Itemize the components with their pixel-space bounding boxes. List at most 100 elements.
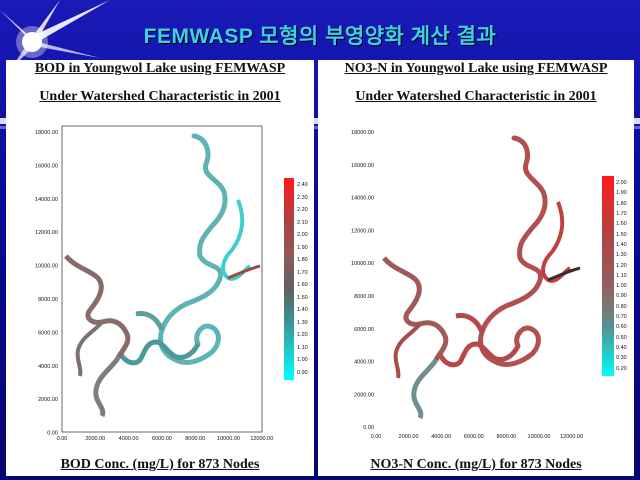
no3-legend-label: 1.60 bbox=[616, 221, 627, 228]
bod-legend-label: 1.20 bbox=[297, 332, 308, 338]
no3-river-west-arm bbox=[382, 256, 449, 362]
no3-river-east-inflow bbox=[547, 266, 581, 282]
no3-x-tick-label: 10000.00 bbox=[528, 434, 551, 440]
bod-panel-caption: BOD Conc. (mg/L) for 873 Nodes bbox=[60, 457, 260, 472]
no3-river-main bbox=[478, 135, 548, 367]
bod-panel: BOD in Youngwol Lake using FEMWASP Under… bbox=[6, 60, 314, 476]
no3-legend-label: 0.90 bbox=[616, 293, 627, 300]
bod-legend-label: 1.10 bbox=[297, 344, 308, 351]
no3-legend-labels: 2.00 1.90 1.80 1.70 1.60 1.50 1.40 1.30 1.20 1.10… bbox=[616, 180, 634, 380]
bod-legend-label: 0.90 bbox=[297, 369, 308, 376]
no3-x-tick-label: 2000.00 bbox=[399, 434, 419, 440]
bod-y-tick-label: 16000.00 bbox=[35, 163, 58, 169]
bod-x-tick-label: 10000.00 bbox=[217, 436, 240, 442]
no3-panel: NO3-N in Youngwol Lake using FEMWASP Und… bbox=[318, 60, 634, 476]
no3-legend-label: 1.00 bbox=[616, 283, 627, 290]
no3-y-tick-label: 4000.00 bbox=[354, 360, 374, 366]
no3-legend-label: 1.30 bbox=[616, 252, 627, 259]
no3-legend-label: 0.80 bbox=[616, 303, 627, 310]
no3-legend-label: 0.70 bbox=[616, 314, 627, 321]
bod-x-tick-label: 12000.00 bbox=[250, 436, 273, 442]
no3-river-mid bbox=[437, 341, 521, 368]
no3-legend-label: 0.60 bbox=[616, 324, 627, 331]
bod-x-tick-labels: 0.00 2000.00 4000.00 6000.00 8000.00 10000.00… bbox=[57, 436, 274, 442]
no3-y-tick-label: 2000.00 bbox=[354, 392, 374, 398]
bod-y-tick-label: 18000.00 bbox=[35, 130, 58, 136]
no3-y-tick-label: 18000.00 bbox=[351, 130, 374, 136]
no3-y-tick-labels: 18000.00 16000.00 14000.00 12000.00 10000.00… bbox=[351, 130, 374, 431]
no3-x-tick-labels: 0.00 2000.00 4000.00 6000.00 8000.00 10000.00… bbox=[371, 434, 583, 440]
bod-river-lower bbox=[93, 356, 121, 418]
no3-legend-label: 0.50 bbox=[616, 334, 627, 341]
starburst-decoration bbox=[0, 0, 110, 70]
bod-legend-label: 2.30 bbox=[297, 194, 308, 201]
bod-legend-label: 2.20 bbox=[297, 207, 308, 213]
bod-y-tick-label: 6000.00 bbox=[38, 330, 58, 336]
no3-y-tick-label: 16000.00 bbox=[351, 163, 374, 169]
no3-y-tick-label: 14000.00 bbox=[351, 196, 374, 202]
bod-y-tick-label: 10000.00 bbox=[35, 264, 58, 270]
no3-river-left-branch bbox=[393, 322, 422, 379]
no3-legend-label: 2.00 bbox=[616, 180, 627, 186]
bod-x-tick-label: 2000.00 bbox=[85, 436, 105, 442]
no3-legend-label: 0.40 bbox=[616, 345, 627, 352]
bod-legend-label: 1.90 bbox=[297, 244, 308, 251]
slide-title: FEMWASP 모형의 부영양화 계산 결과 bbox=[143, 25, 497, 48]
bod-river-main bbox=[158, 133, 228, 365]
bod-river-left-branch bbox=[75, 320, 104, 377]
no3-legend-label: 1.10 bbox=[616, 272, 627, 279]
no3-x-tick-label: 8000.00 bbox=[496, 434, 516, 440]
bod-legend-label: 2.00 bbox=[297, 232, 308, 238]
bod-legend-label: 2.40 bbox=[297, 182, 308, 188]
bod-y-tick-label: 14000.00 bbox=[35, 197, 58, 203]
no3-panel-subtitle: Under Watershed Characteristic in 2001 bbox=[355, 89, 597, 104]
no3-x-tick-label: 12000.00 bbox=[560, 434, 583, 440]
bod-legend-label: 1.80 bbox=[297, 257, 308, 263]
bod-map-plot: 18000.00 16000.00 14000.00 12000.00 10000.00… bbox=[35, 125, 274, 442]
no3-x-tick-label: 0.00 bbox=[371, 434, 382, 440]
no3-x-tick-label: 4000.00 bbox=[431, 434, 451, 440]
no3-legend-label: 1.40 bbox=[616, 241, 627, 248]
no3-legend bbox=[602, 176, 614, 376]
bod-legend-labels: 2.40 2.30 2.20 2.10 2.00 1.90 1.80 1.70 1.60 1.50… bbox=[297, 182, 317, 382]
no3-legend-label: 1.80 bbox=[616, 200, 627, 207]
no3-panel-title: NO3-N in Youngwol Lake using FEMWASP bbox=[344, 61, 608, 76]
bod-legend-label: 1.50 bbox=[297, 294, 308, 301]
bod-plot-frame bbox=[61, 125, 263, 433]
no3-y-tick-label: 12000.00 bbox=[351, 228, 374, 234]
bod-y-tick-label: 12000.00 bbox=[35, 230, 58, 236]
no3-river-lower bbox=[411, 358, 439, 420]
bod-x-tick-label: 6000.00 bbox=[152, 436, 172, 442]
bod-y-tick-label: 8000.00 bbox=[38, 297, 58, 303]
bod-legend-label: 1.30 bbox=[297, 319, 308, 326]
no3-y-tick-label: 0.00 bbox=[363, 425, 374, 431]
bod-y-tick-label: 2000.00 bbox=[38, 397, 58, 403]
bod-river-mid bbox=[117, 339, 201, 366]
bod-panel-title: BOD in Youngwol Lake using FEMWASP bbox=[34, 61, 286, 76]
no3-map-plot: 18000.00 16000.00 14000.00 12000.00 10000.00… bbox=[351, 130, 583, 440]
no3-y-tick-label: 10000.00 bbox=[351, 261, 374, 267]
no3-legend-label: 0.20 bbox=[616, 365, 627, 372]
no3-river-upper bbox=[541, 201, 572, 283]
no3-legend-label: 1.20 bbox=[616, 262, 627, 269]
no3-panel-caption: NO3-N Conc. (mg/L) for 873 Nodes bbox=[370, 457, 582, 472]
bod-river-upper bbox=[221, 199, 252, 281]
bod-panel-subtitle: Under Watershed Characteristic in 2001 bbox=[39, 89, 281, 104]
bod-x-tick-label: 0.00 bbox=[57, 436, 68, 442]
bod-legend-label: 1.00 bbox=[297, 357, 308, 363]
bod-y-tick-label: 0.00 bbox=[47, 431, 58, 437]
bod-legend bbox=[284, 178, 294, 380]
bod-legend-label: 1.70 bbox=[297, 269, 308, 276]
bod-river-east-inflow bbox=[227, 264, 261, 280]
no3-y-tick-label: 8000.00 bbox=[354, 294, 374, 300]
bod-x-tick-label: 4000.00 bbox=[119, 436, 139, 442]
bod-river-trunk-down bbox=[135, 311, 165, 332]
bod-legend-label: 2.10 bbox=[297, 219, 308, 226]
no3-x-tick-label: 6000.00 bbox=[464, 434, 484, 440]
bod-x-tick-label: 8000.00 bbox=[185, 436, 205, 442]
bod-legend-label: 1.60 bbox=[297, 282, 308, 288]
bod-y-tick-labels: 18000.00 16000.00 14000.00 12000.00 10000.00… bbox=[35, 130, 58, 437]
no3-legend-label: 1.90 bbox=[616, 190, 627, 197]
no3-legend-label: 0.30 bbox=[616, 355, 627, 362]
no3-legend-label: 1.70 bbox=[616, 210, 627, 217]
